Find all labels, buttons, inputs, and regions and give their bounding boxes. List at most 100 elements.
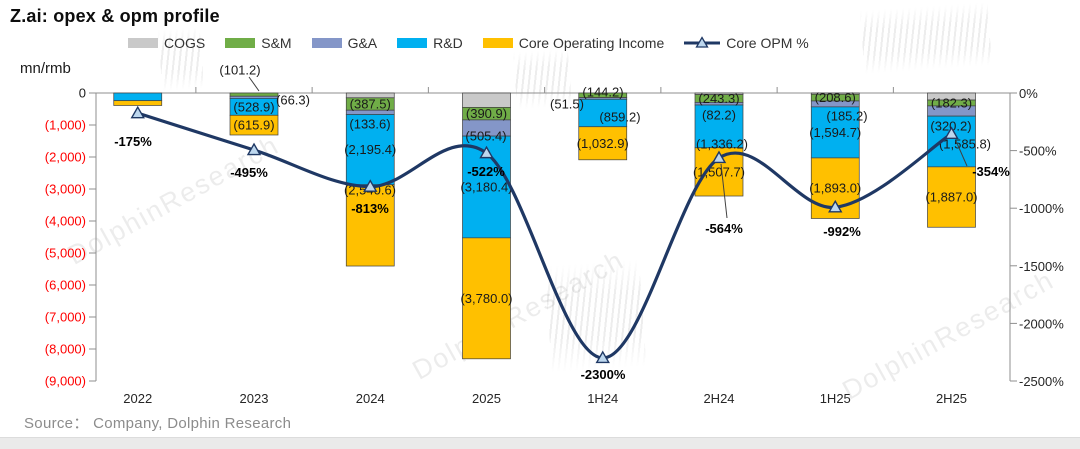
left-axis-labels: 0 (1,000) (2,000) (3,000) (4,000) (5,000) (6,0… [45,86,86,389]
triangle-marker [711,150,727,164]
legend-item-core-operating-income: Core Operating Income [482,35,665,51]
bar-segment-label: (133.6) [349,117,390,132]
category-label: 2023 [240,391,269,406]
opm-value-label: -495% [230,165,268,180]
legend-item-core-opm: Core OPM % [684,35,809,51]
legend-swatch-s-m [225,38,256,48]
opm-value-label: -813% [351,201,389,216]
bar-segment-label: (3,780.0) [460,291,512,306]
opm-value-label: -992% [823,224,861,239]
opm-value-label: -564% [705,221,743,236]
triangle-marker [944,126,959,139]
legend-label: COGS [164,35,206,51]
source-note: Source： Company, Dolphin Research [24,415,292,432]
axes [89,87,1017,382]
category-label: 2025 [472,391,501,406]
opm-value-label: -2300% [581,367,626,382]
category-label: 2024 [356,391,385,406]
bar-segment-label: (243.3) [698,91,739,106]
legend-label: S&M [261,35,292,51]
bar-segment [345,114,395,186]
stacked-bars [113,92,976,360]
triangle-marker [246,142,262,156]
bar-segment-label: (185.2) [826,109,867,124]
legend-swatch-g-a [311,38,342,48]
bar-segment-label: (505.4) [465,129,506,144]
opm-value-label: -354% [972,164,1010,179]
category-axis-labels: 2022 2023 2024 2025 1H24 2H24 1H25 2H25 [123,391,967,406]
triangle-marker [363,179,378,192]
bar-segment-label: (859.2) [599,110,640,125]
bar-segment-label: (1,032.9) [577,136,629,151]
bar-segment [810,106,860,159]
bottom-strip [0,437,1080,449]
left-axis-tick-label: (2,000) [45,150,86,165]
leader-lines [248,76,968,219]
right-axis-tick-label: -1000% [1019,201,1064,216]
left-axis-tick-label: (3,000) [45,182,86,197]
legend-swatch-r-d [397,38,428,48]
bar-segment-label: (528.9) [233,99,274,114]
left-axis-tick-label: (9,000) [45,374,86,389]
bar-segment-label: (1,893.0) [809,181,861,196]
bar-segment-label: (144.2) [582,85,623,100]
chart-title: Z.ai: opex & opm profile [10,6,220,26]
left-axis-tick-label: (7,000) [45,310,86,325]
bar-segment [578,98,628,128]
legend-item-g-a: G&A [311,35,378,51]
category-label: 1H24 [587,391,618,406]
bar-segment-label: (1,585.8) [939,137,991,152]
left-axis-tick-label: (4,000) [45,214,86,229]
bar-segment-label: (182.3) [931,95,972,110]
bar-segment-label: (2,195.4) [344,142,396,157]
legend-label: G&A [347,35,378,51]
bar-segment-label: (1,887.0) [925,190,977,205]
bar-segment-label: (1,507.7) [693,164,745,179]
bar-segment-label: (1,336.2) [696,137,748,152]
right-axis-tick-label: -500% [1019,144,1057,159]
bar-segment-label: (390.9) [466,106,507,121]
legend-line-swatch [684,36,721,48]
bar-segment [462,237,511,360]
right-axis-tick-label: -2500% [1019,374,1064,389]
legend-swatch-cogs [128,38,158,48]
category-label: 2022 [123,391,152,406]
bar-segment-labels: (101.2) (66.3)(528.9) (615.9) (387.5) (133.6… [219,63,991,306]
opm-value-label: -522% [467,164,505,179]
bar-segment [229,114,279,136]
left-axis-tick-label: 0 [79,86,86,101]
legend-item-cogs: COGS [128,35,205,51]
bar-segment-label: (208.6) [815,90,856,105]
right-axis-labels: 0% -500% -1000% -1500% -2000% -2500% [1019,86,1064,389]
right-axis-tick-label: -2000% [1019,316,1064,331]
triangle-marker [479,145,494,159]
core-opm-line [137,111,953,360]
core-opm-markers [130,105,959,364]
triangle-marker [595,350,610,364]
left-axis-tick-label: (6,000) [45,278,86,293]
bar-segment [927,166,976,228]
category-label: 1H25 [820,391,851,406]
left-axis-unit-label: mn/rmb [20,60,71,77]
legend-item-s-m: S&M [225,35,292,51]
left-axis-tick-label: (1,000) [45,118,86,133]
bar-segment-label: (66.3) [276,93,310,108]
triangle-marker [828,199,843,213]
bar-segment-label: (101.2) [219,63,260,78]
bar-segment-label: (387.5) [350,97,391,112]
bar-segment-label: (51.5) [550,97,584,112]
bar-segment [229,92,279,97]
right-axis-tick-label: 0% [1019,86,1038,101]
opm-value-label: -175% [114,134,152,149]
triangle-marker [130,105,145,119]
legend-label: Core OPM % [726,35,809,51]
bar-segment-label: (1,594.7) [809,125,861,140]
core-opm-labels: -175% -495% -813% -522% -2300% -564% -992% -354… [114,134,1010,382]
legend-label: Core Operating Income [518,35,665,51]
bar-segment [113,100,163,106]
bar-segment-label: (615.9) [233,118,274,133]
legend-label: R&D [433,35,463,51]
legend-swatch-core-operating-income [482,38,513,48]
